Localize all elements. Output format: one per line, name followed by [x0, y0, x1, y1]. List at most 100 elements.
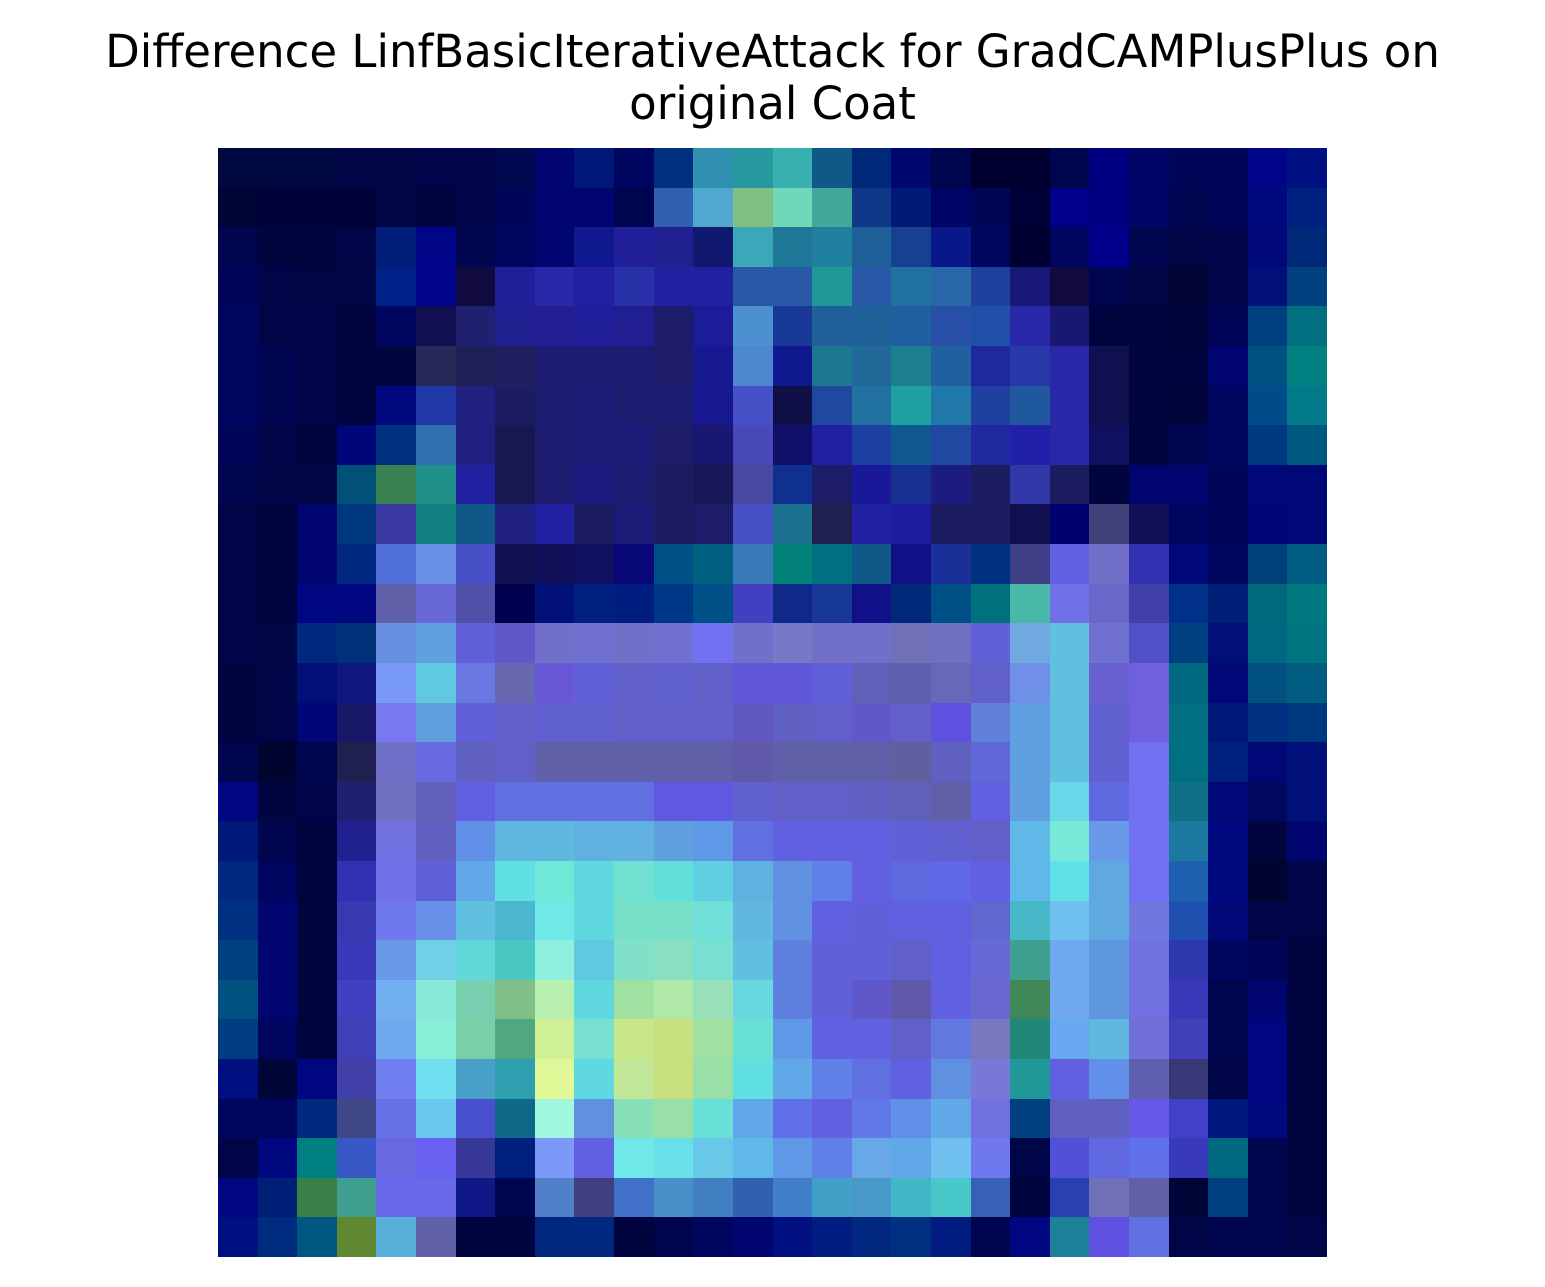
heatmap-cell-r19-c22 — [1089, 901, 1129, 940]
heatmap-cell-r15-c15 — [812, 742, 852, 782]
heatmap-cell-r27-c18 — [931, 1217, 971, 1257]
heatmap-cell-r22-c16 — [852, 1019, 891, 1059]
heatmap-cell-r2-c7 — [495, 227, 535, 267]
heatmap-cell-r9-c23 — [1129, 504, 1169, 544]
heatmap-cell-r0-c25 — [1208, 148, 1248, 188]
heatmap-cell-r20-c11 — [654, 940, 693, 980]
heatmap-cell-r13-c4 — [376, 663, 416, 703]
heatmap-cell-r3-c22 — [1089, 267, 1129, 306]
heatmap-cell-r12-c1 — [258, 623, 297, 663]
heatmap-cell-r5-c20 — [1010, 346, 1050, 386]
heatmap-cell-r3-c13 — [733, 267, 773, 306]
heatmap-cell-r2-c2 — [297, 227, 337, 267]
heatmap-cell-r6-c26 — [1248, 386, 1287, 425]
heatmap-cell-r8-c16 — [852, 465, 891, 504]
heatmap-cell-r22-c7 — [495, 1019, 535, 1059]
heatmap-cell-r16-c21 — [1050, 782, 1089, 821]
heatmap-cell-r15-c20 — [1010, 742, 1050, 782]
heatmap-cell-r10-c3 — [337, 544, 376, 584]
heatmap-cell-r24-c1 — [258, 1099, 297, 1138]
heatmap-cell-r15-c13 — [733, 742, 773, 782]
heatmap-cell-r12-c19 — [971, 623, 1010, 663]
heatmap-cell-r6-c23 — [1129, 386, 1169, 425]
heatmap-cell-r19-c25 — [1208, 901, 1248, 940]
heatmap-cell-r3-c4 — [376, 267, 416, 306]
heatmap-cell-r27-c3 — [337, 1217, 376, 1257]
heatmap-cell-r4-c13 — [733, 306, 773, 346]
heatmap-cell-r21-c20 — [1010, 980, 1050, 1019]
heatmap-cell-r16-c25 — [1208, 782, 1248, 821]
heatmap-cell-r0-c0 — [218, 148, 258, 188]
heatmap-cell-r26-c2 — [297, 1178, 337, 1217]
heatmap-cell-r13-c26 — [1248, 663, 1287, 703]
heatmap-cell-r10-c11 — [654, 544, 693, 584]
heatmap-cell-r16-c13 — [733, 782, 773, 821]
heatmap-cell-r23-c3 — [337, 1059, 376, 1099]
heatmap-cell-r26-c1 — [258, 1178, 297, 1217]
heatmap-cell-r11-c19 — [971, 584, 1010, 623]
heatmap-cell-r19-c11 — [654, 901, 693, 940]
heatmap-cell-r15-c2 — [297, 742, 337, 782]
heatmap-cell-r9-c25 — [1208, 504, 1248, 544]
heatmap-cell-r11-c24 — [1169, 584, 1208, 623]
heatmap-cell-r8-c24 — [1169, 465, 1208, 504]
heatmap-cell-r13-c23 — [1129, 663, 1169, 703]
heatmap-cell-r24-c0 — [218, 1099, 258, 1138]
heatmap-cell-r1-c1 — [258, 188, 297, 227]
heatmap-cell-r12-c8 — [535, 623, 574, 663]
heatmap-cell-r4-c23 — [1129, 306, 1169, 346]
heatmap-cell-r23-c11 — [654, 1059, 693, 1099]
heatmap-cell-r15-c5 — [416, 742, 456, 782]
heatmap-cell-r24-c9 — [574, 1099, 614, 1138]
heatmap-cell-r22-c15 — [812, 1019, 852, 1059]
heatmap-cell-r2-c20 — [1010, 227, 1050, 267]
heatmap-cell-r26-c4 — [376, 1178, 416, 1217]
heatmap-cell-r15-c26 — [1248, 742, 1287, 782]
heatmap-cell-r6-c1 — [258, 386, 297, 425]
heatmap-cell-r10-c20 — [1010, 544, 1050, 584]
heatmap-cell-r19-c27 — [1287, 901, 1327, 940]
heatmap-cell-r2-c13 — [733, 227, 773, 267]
heatmap-cell-r13-c7 — [495, 663, 535, 703]
heatmap-cell-r14-c25 — [1208, 703, 1248, 742]
heatmap-cell-r10-c25 — [1208, 544, 1248, 584]
heatmap-cell-r14-c19 — [971, 703, 1010, 742]
heatmap-cell-r2-c24 — [1169, 227, 1208, 267]
heatmap-cell-r20-c18 — [931, 940, 971, 980]
heatmap-cell-r19-c16 — [852, 901, 891, 940]
heatmap-cell-r7-c12 — [693, 425, 733, 465]
heatmap-cell-r1-c0 — [218, 188, 258, 227]
heatmap-cell-r9-c18 — [931, 504, 971, 544]
heatmap-cell-r6-c11 — [654, 386, 693, 425]
heatmap-cell-r1-c7 — [495, 188, 535, 227]
heatmap-cell-r11-c10 — [614, 584, 654, 623]
heatmap-cell-r13-c1 — [258, 663, 297, 703]
heatmap-cell-r4-c6 — [456, 306, 495, 346]
heatmap-cell-r27-c7 — [495, 1217, 535, 1257]
heatmap-cell-r26-c18 — [931, 1178, 971, 1217]
heatmap-cell-r15-c8 — [535, 742, 574, 782]
heatmap-cell-r5-c26 — [1248, 346, 1287, 386]
heatmap-cell-r10-c2 — [297, 544, 337, 584]
heatmap-cell-r20-c5 — [416, 940, 456, 980]
heatmap-cell-r6-c24 — [1169, 386, 1208, 425]
heatmap-cell-r16-c2 — [297, 782, 337, 821]
heatmap-cell-r23-c17 — [891, 1059, 931, 1099]
heatmap-cell-r8-c3 — [337, 465, 376, 504]
heatmap-cell-r1-c27 — [1287, 188, 1327, 227]
heatmap-cell-r4-c20 — [1010, 306, 1050, 346]
heatmap-cell-r25-c16 — [852, 1138, 891, 1178]
heatmap-cell-r23-c18 — [931, 1059, 971, 1099]
heatmap-cell-r25-c0 — [218, 1138, 258, 1178]
heatmap-cell-r10-c6 — [456, 544, 495, 584]
heatmap-cell-r7-c17 — [891, 425, 931, 465]
heatmap-cell-r20-c26 — [1248, 940, 1287, 980]
heatmap-cell-r18-c6 — [456, 861, 495, 901]
heatmap-cell-r11-c27 — [1287, 584, 1327, 623]
heatmap-cell-r6-c22 — [1089, 386, 1129, 425]
heatmap-cell-r0-c22 — [1089, 148, 1129, 188]
heatmap-cell-r7-c8 — [535, 425, 574, 465]
heatmap-cell-r20-c9 — [574, 940, 614, 980]
heatmap-cell-r22-c10 — [614, 1019, 654, 1059]
heatmap-cell-r16-c8 — [535, 782, 574, 821]
